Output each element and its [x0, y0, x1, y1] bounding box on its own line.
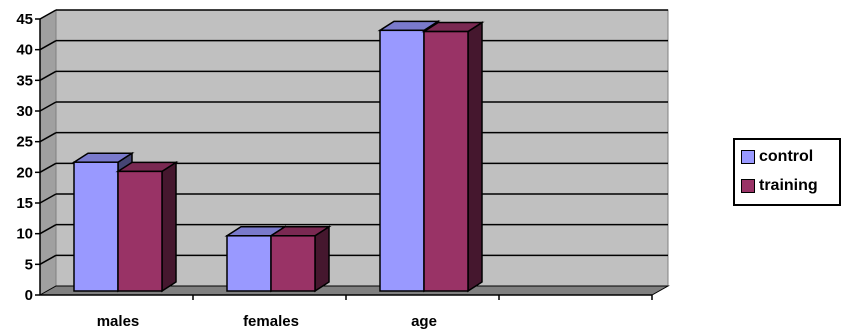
category-label-age: age [411, 313, 437, 330]
gridline-side [39, 101, 57, 112]
legend-swatch-control [741, 150, 755, 164]
legend-item-training: training [741, 177, 818, 195]
y-tick-label: 25 [16, 134, 33, 151]
gridline-side [39, 162, 57, 173]
legend: control training [733, 138, 841, 206]
bar-front [379, 29, 425, 292]
bar-training-age [421, 21, 485, 293]
bar-front [423, 30, 469, 292]
gridline-side [39, 70, 57, 81]
y-tick-label: 35 [16, 72, 33, 89]
bar-front [73, 161, 119, 292]
legend-item-control: control [741, 148, 813, 166]
y-tick-label: 30 [16, 103, 33, 120]
bar-side [467, 21, 483, 293]
bar-side [161, 161, 177, 293]
bar-control-age [377, 19, 441, 293]
gridline-side [39, 40, 57, 51]
category-label-females: females [243, 313, 299, 330]
gridline-side [39, 254, 57, 265]
y-tick-label: 15 [16, 195, 33, 212]
y-tick-label: 5 [25, 256, 33, 273]
labels: 0 5 10 15 20 25 30 35 40 45 males females age [16, 11, 437, 330]
legend-swatch-training [741, 179, 755, 193]
side-wall [39, 9, 57, 296]
y-tick-label: 0 [25, 287, 33, 304]
axes [35, 18, 653, 300]
y-tick-label: 40 [16, 42, 33, 59]
bar-training-males [115, 161, 179, 293]
gridline-side [39, 224, 57, 235]
bar-front [270, 235, 316, 292]
gridline-side [39, 9, 57, 20]
gridline-side [39, 193, 57, 204]
bar-side [314, 225, 330, 293]
category-label-males: males [97, 313, 140, 330]
bar-front [226, 235, 272, 292]
gridline-side [39, 132, 57, 143]
y-tick-label: 20 [16, 164, 33, 181]
legend-label-control: control [759, 148, 814, 165]
bar-training-females [268, 225, 332, 293]
bar-front [117, 170, 163, 292]
bars [71, 19, 485, 293]
y-tick-label: 45 [16, 11, 33, 28]
legend-label-training: training [759, 177, 818, 194]
y-tick-label: 10 [16, 226, 33, 243]
